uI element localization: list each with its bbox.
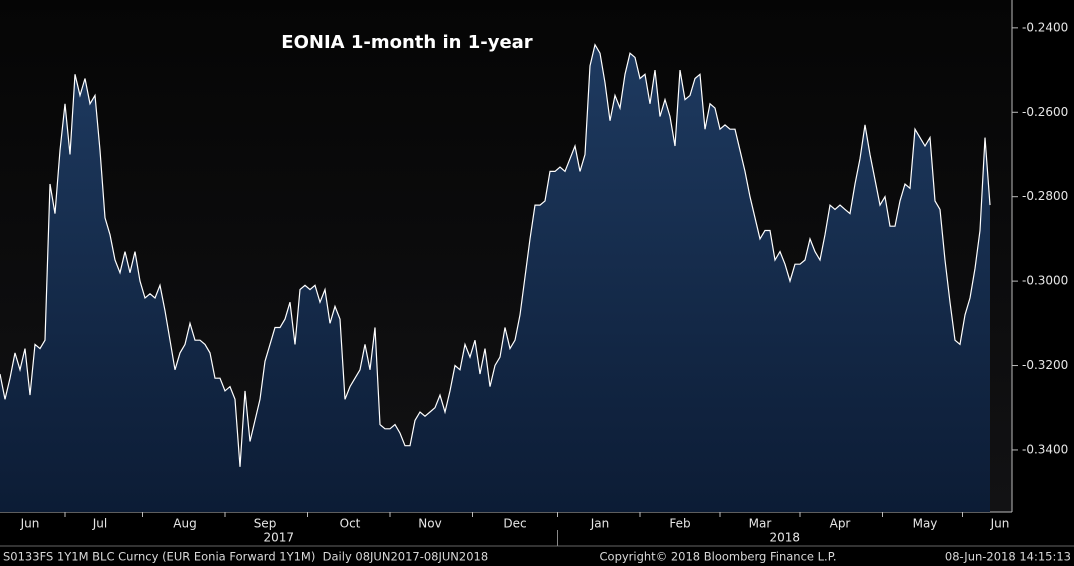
x-tick-label: Apr (830, 517, 851, 531)
y-tick-label: -0.2600 (1022, 105, 1068, 119)
line (0, 43, 991, 467)
chart-title: EONIA 1-month in 1-year (281, 32, 533, 53)
timestamp: 08-Jun-2018 14:15:13 (945, 550, 1071, 564)
y-tick-label: -0.3400 (1022, 442, 1068, 456)
x-tick-label: Jun (20, 517, 40, 531)
source: S0133FS 1Y1M BLC Curncy (EUR Eonia Forwa… (3, 550, 488, 564)
x-tick-label: Sep (254, 517, 277, 531)
x-tick-label: Nov (418, 517, 441, 531)
x-tick-label: Dec (503, 517, 526, 531)
copyright: Copyright© 2018 Bloomberg Finance L.P. (600, 550, 837, 564)
y-tick-label: -0.3000 (1022, 274, 1068, 288)
x-tick-label: Jul (92, 517, 107, 531)
x-tick-label: Feb (669, 517, 690, 531)
x-tick-label: Oct (340, 517, 361, 531)
x-tick-label: May (913, 517, 938, 531)
year-label: 2017 (263, 531, 294, 545)
y-tick-label: -0.3200 (1022, 358, 1068, 372)
y-tick-label: -0.2400 (1022, 20, 1068, 34)
x-tick-label: Aug (173, 517, 196, 531)
x-tick-label: Mar (749, 517, 772, 531)
year-label: 2018 (769, 531, 800, 545)
x-tick-label: Jan (590, 517, 610, 531)
x-tick-label: Jun (990, 517, 1010, 531)
y-tick-label: -0.2800 (1022, 189, 1068, 203)
